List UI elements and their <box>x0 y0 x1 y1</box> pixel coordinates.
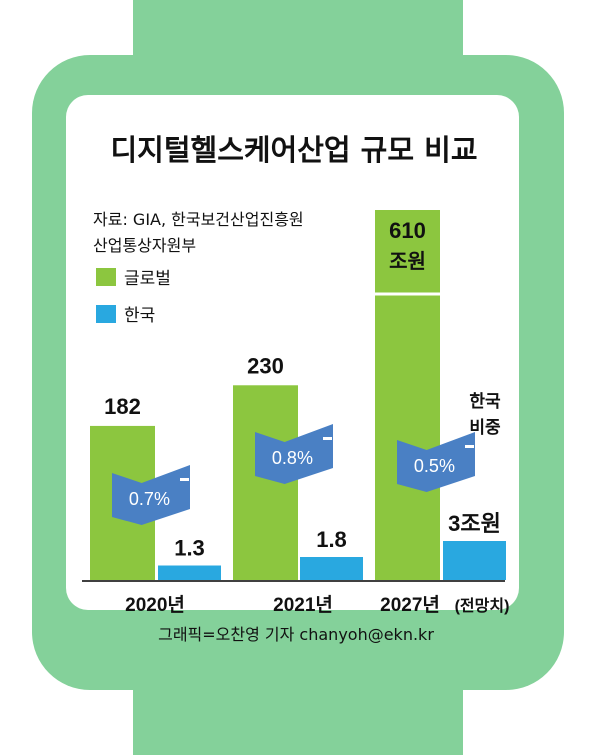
data-label-global-2021: 230 <box>247 353 284 378</box>
source-line-1: 자료: GIA, 한국보건산업진흥원 <box>93 210 304 229</box>
korea-share-tag-2020 <box>112 465 190 525</box>
watch-strap-bottom <box>133 690 463 755</box>
bar-korea-2020 <box>158 565 221 580</box>
korea-share-tag-2027 <box>397 432 475 492</box>
bars-group: 1.3 182 0.7% 1.8 230 0.8% 3조원 610 조원 0.5% <box>90 210 506 580</box>
data-label-global-unit-2027: 조원 <box>389 249 426 273</box>
data-label-korea-2021: 1.8 <box>316 527 347 552</box>
x-tick-label-2021: 2021년 <box>273 594 333 616</box>
korea-share-label-2020: 0.7% <box>129 489 170 509</box>
legend-swatch-korea <box>96 305 116 323</box>
korea-share-tag-dash-2021 <box>323 437 332 440</box>
korea-share-caption-2: 비중 <box>469 418 501 438</box>
bar-global-2027 <box>375 210 440 580</box>
korea-share-label-2027: 0.5% <box>414 456 455 476</box>
data-label-korea-2027: 3조원 <box>448 511 501 536</box>
bar-korea-2021 <box>300 557 363 580</box>
chart-title: 디지털헬스케어산업 규모 비교 <box>110 133 477 167</box>
data-label-global-2027: 610 <box>389 218 426 243</box>
legend-swatch-global <box>96 268 116 286</box>
korea-share-caption-1: 한국 <box>469 392 501 412</box>
data-label-korea-2020: 1.3 <box>174 536 205 561</box>
legend-label-korea: 한국 <box>124 306 155 326</box>
data-label-global-2020: 182 <box>104 394 141 419</box>
korea-share-label-2021: 0.8% <box>272 448 313 468</box>
korea-share-tag-dash-2027 <box>465 445 474 448</box>
korea-share-tag-dash-2020 <box>180 478 189 481</box>
korea-share-tag-2021 <box>255 424 333 484</box>
source-line-2: 산업통상자원부 <box>93 236 196 255</box>
x-tick-note-2027: (전망치) <box>455 597 510 615</box>
x-tick-label-2020: 2020년 <box>125 594 185 616</box>
credit-line: 그래픽=오찬영 기자 chanyoh@ekn.kr <box>158 625 434 644</box>
legend-label-global: 글로벌 <box>124 269 171 289</box>
watch-strap-top <box>133 0 463 60</box>
x-tick-label-2027: 2027년 <box>380 594 440 616</box>
bar-korea-2027 <box>443 541 506 580</box>
